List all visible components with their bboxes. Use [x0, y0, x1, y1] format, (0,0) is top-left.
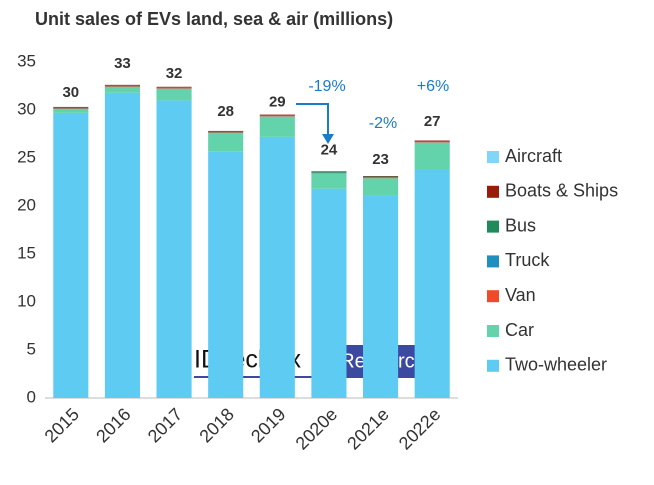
legend-label: Aircraft [505, 146, 562, 166]
bar-segment [363, 176, 399, 178]
y-tick-label: 5 [27, 339, 36, 358]
total-label: 30 [62, 84, 79, 101]
x-tick-label: 2021e [343, 404, 393, 454]
x-tick-label: 2015 [41, 404, 83, 446]
legend-label: Van [505, 285, 536, 305]
total-label: 24 [321, 142, 338, 159]
y-tick-label: 0 [27, 387, 36, 406]
bar-segment [414, 142, 450, 170]
bar-segment [53, 112, 89, 398]
y-tick-label: 15 [17, 243, 36, 262]
legend-label: Boats & Ships [505, 181, 618, 201]
bar-segment [259, 115, 295, 117]
y-tick-label: 30 [17, 99, 36, 118]
total-label: 32 [166, 65, 183, 82]
legend-swatch [487, 290, 499, 303]
bar-segment [259, 136, 295, 398]
legend-label: Car [505, 320, 534, 340]
legend-swatch [487, 359, 499, 372]
bar-segment [53, 107, 89, 109]
legend-swatch [487, 151, 499, 163]
chart-title: Unit sales of EVs land, sea & air (milli… [35, 9, 393, 29]
bar-segment [104, 92, 140, 398]
total-label: 29 [269, 94, 286, 111]
bar-segment [156, 100, 192, 399]
bar-segment [259, 116, 295, 137]
x-tick-label: 2018 [195, 404, 237, 446]
bar-segment [208, 133, 244, 152]
bar-segment [363, 178, 399, 196]
legend-swatch [487, 255, 499, 268]
bar-segment [53, 109, 89, 113]
total-label: 23 [372, 151, 389, 168]
bar-segment [208, 151, 244, 398]
annotation: -2% [369, 115, 397, 132]
x-tick-label: 2022e [395, 404, 445, 454]
arrow [296, 103, 329, 136]
bar-segment [311, 173, 347, 189]
legend-label: Bus [505, 215, 536, 235]
x-tick-label: 2016 [92, 404, 134, 446]
y-tick-label: 35 [17, 51, 36, 70]
bar-segment [104, 85, 140, 87]
annotation: -19% [308, 78, 345, 95]
x-tick-label: 2019 [247, 404, 289, 446]
bar-segment [104, 86, 140, 93]
total-label: 33 [114, 55, 131, 72]
bar-segment [156, 87, 192, 89]
bar-segment [311, 188, 347, 398]
bar-segment [311, 171, 347, 173]
total-label: 28 [217, 103, 234, 120]
legend-swatch [487, 325, 499, 337]
total-label: 27 [424, 113, 441, 130]
y-tick-label: 20 [17, 195, 36, 214]
bar-segment [156, 88, 192, 101]
x-tick-label: 2017 [144, 404, 186, 446]
bar-segment [208, 131, 244, 133]
x-tick-label: 2020e [292, 404, 342, 454]
legend-label: Two-wheeler [505, 355, 607, 375]
y-tick-label: 25 [17, 147, 36, 166]
bar-segment [414, 169, 450, 398]
annotation: +6% [417, 78, 449, 95]
bar-segment [414, 141, 450, 142]
legend-swatch [487, 185, 499, 198]
bar-segment [363, 195, 399, 398]
y-tick-label: 10 [17, 291, 36, 310]
legend-label: Truck [505, 250, 550, 270]
legend-swatch [487, 220, 499, 233]
arrow-head [322, 134, 334, 144]
